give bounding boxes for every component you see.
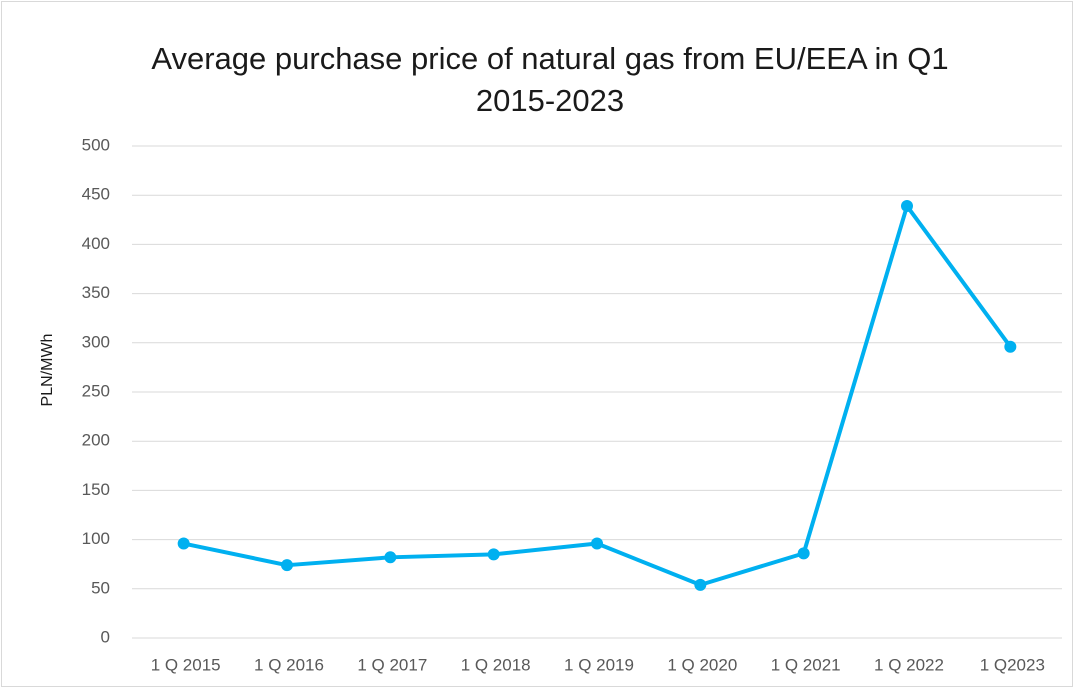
x-tick-label: 1 Q 2022 <box>874 655 944 674</box>
y-tick-label: 150 <box>82 480 110 499</box>
marker <box>487 548 500 561</box>
y-tick-label: 500 <box>82 135 110 154</box>
marker <box>281 559 293 572</box>
y-tick-label: 400 <box>82 234 110 253</box>
y-tick-label: 200 <box>82 431 110 450</box>
x-tick-label: 1 Q 2015 <box>151 655 221 674</box>
marker <box>384 551 397 564</box>
x-tick-label: 1 Q 2021 <box>771 655 841 674</box>
marker <box>177 537 190 550</box>
y-axis-label: PLN/MWh <box>39 334 56 407</box>
marker <box>591 537 603 550</box>
line <box>183 204 1012 587</box>
y-tick-label: 250 <box>82 381 110 400</box>
x-tick-label: 1 Q 2018 <box>461 655 531 674</box>
marker <box>1004 340 1017 353</box>
marker <box>797 547 810 560</box>
x-tick-label: 1 Q 2017 <box>357 655 427 674</box>
x-tick-label: 1 Q 2016 <box>254 655 324 674</box>
y-tick-label: 100 <box>82 529 110 548</box>
y-tick-label: 50 <box>91 578 110 597</box>
chart-title: Average purchase price of natural gas fr… <box>151 41 949 118</box>
marker <box>694 578 707 591</box>
y-tick-label: 450 <box>82 185 110 204</box>
y-tick-label: 0 <box>101 627 110 646</box>
y-tick-label: 350 <box>82 283 110 302</box>
marker <box>901 200 913 213</box>
y-tick-label: 300 <box>82 332 110 351</box>
x-tick-label: 1 Q2023 <box>980 655 1045 674</box>
x-tick-label: 1 Q 2020 <box>667 655 737 674</box>
x-tick-label: 1 Q 2019 <box>564 655 634 674</box>
